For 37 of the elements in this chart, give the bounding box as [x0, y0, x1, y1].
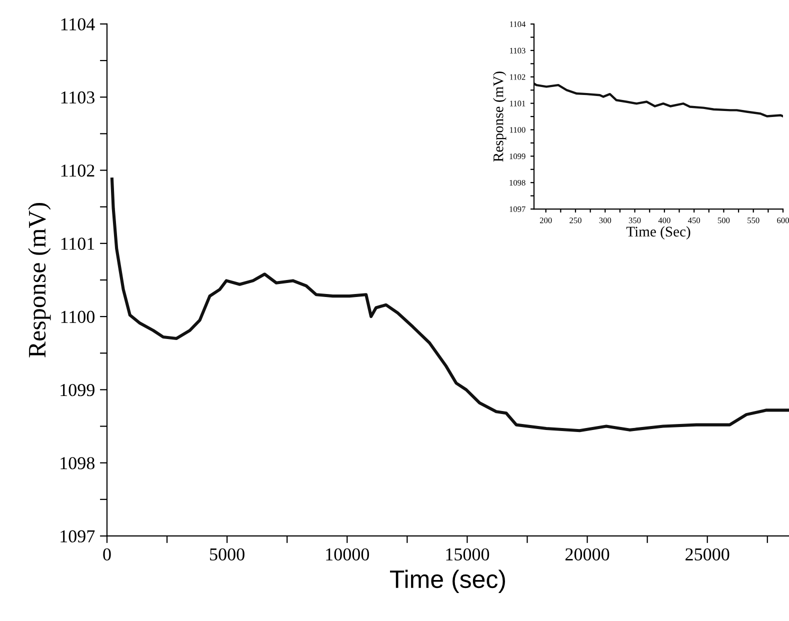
- y-tick-label: 1098: [510, 180, 526, 186]
- y-tick-label: 1100: [510, 127, 526, 133]
- y-axis-title: Response (mV): [492, 72, 506, 162]
- x-tick-label: 250: [570, 218, 582, 224]
- y-tick-label: 1102: [510, 74, 526, 80]
- x-tick-label: 0: [103, 548, 111, 560]
- y-tick-label: 1102: [61, 164, 94, 177]
- y-tick-label: 1101: [61, 238, 94, 250]
- y-tick-label: 1100: [61, 310, 94, 323]
- x-tick-label: 300: [599, 218, 612, 224]
- line-series: [110, 178, 789, 432]
- x-axis-title: Time (Sec): [626, 226, 690, 240]
- x-tick-label: 600: [777, 218, 789, 224]
- line-series: [534, 82, 784, 118]
- y-axis-title: Response (mV): [28, 202, 51, 358]
- x-tick-label: 350: [628, 218, 641, 224]
- y-tick-label: 1103: [61, 91, 94, 104]
- x-tick-label: 400: [658, 218, 670, 224]
- y-tick-label: 1103: [510, 48, 526, 54]
- x-axis-title: Time (sec): [390, 570, 506, 594]
- x-tick-label: 500: [718, 218, 730, 224]
- x-tick-label: 550: [748, 218, 760, 224]
- y-tick-label: 1101: [510, 100, 526, 106]
- y-tick-label: 1098: [60, 457, 94, 470]
- x-tick-label: 450: [688, 218, 700, 224]
- x-tick-label: 20000: [566, 548, 610, 560]
- x-tick-label: 15000: [446, 548, 490, 560]
- y-tick-label: 1099: [510, 154, 526, 160]
- y-tick-label: 1099: [60, 384, 94, 396]
- y-tick-label: 1097: [510, 206, 526, 212]
- y-tick-label: 1097: [60, 530, 95, 542]
- x-tick-label: 200: [540, 218, 552, 224]
- y-tick-label: 1104: [61, 18, 95, 30]
- y-tick-label: 1104: [510, 21, 526, 28]
- x-tick-label: 25000: [686, 548, 730, 560]
- x-tick-label: 5000: [210, 548, 244, 560]
- x-tick-label: 10000: [326, 548, 370, 560]
